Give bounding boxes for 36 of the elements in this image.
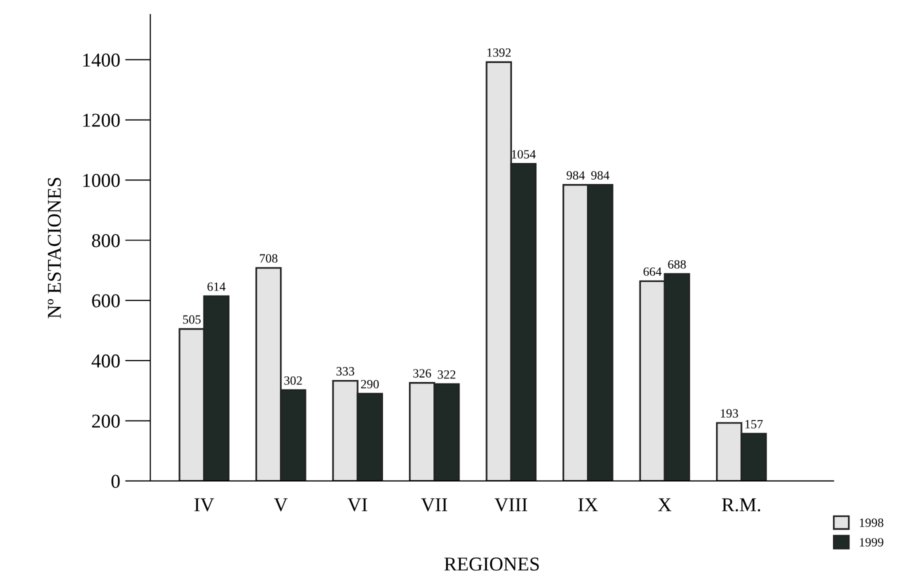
data-label: 664 [644,267,662,276]
y-tick-label: 600 [92,294,120,308]
y-tick-label: 800 [92,234,120,248]
x-tick-label: X [658,498,672,512]
x-tick-label: V [274,498,288,512]
data-label: 157 [745,420,763,428]
y-tick-label: 400 [92,354,120,368]
legend-label: 1998 [860,518,884,527]
data-label: 322 [438,370,456,379]
data-label: 984 [566,171,585,180]
x-tick-label: VII [421,498,448,512]
y-tick-label: 1200 [83,114,120,127]
y-tick-label: 1000 [83,174,120,188]
data-label: 505 [183,315,201,324]
x-tick-label: IX [578,498,598,512]
data-label: 193 [720,409,738,418]
x-axis-title: REGIONES [444,558,539,571]
y-tick-label: 200 [92,414,120,428]
data-label: 708 [260,254,278,263]
data-label: 326 [413,369,432,378]
x-tick-label: R.M. [722,498,760,512]
data-label: 333 [336,367,354,376]
data-label: 688 [668,260,686,269]
x-tick-label: IV [194,498,214,512]
legend-label: 1999 [860,538,884,546]
data-label: 302 [284,376,302,385]
x-tick-label: VI [348,498,368,512]
y-axis-title: Nº ESTACIONES [48,178,61,318]
data-label: 1392 [487,48,511,57]
data-label: 290 [361,380,379,388]
x-tick-label: VIII [494,498,528,512]
data-label: 984 [591,171,610,180]
data-label: 1054 [512,150,536,159]
y-tick-label: 0 [111,474,120,488]
y-tick-label: 1400 [83,54,120,67]
data-label: 614 [208,282,226,291]
